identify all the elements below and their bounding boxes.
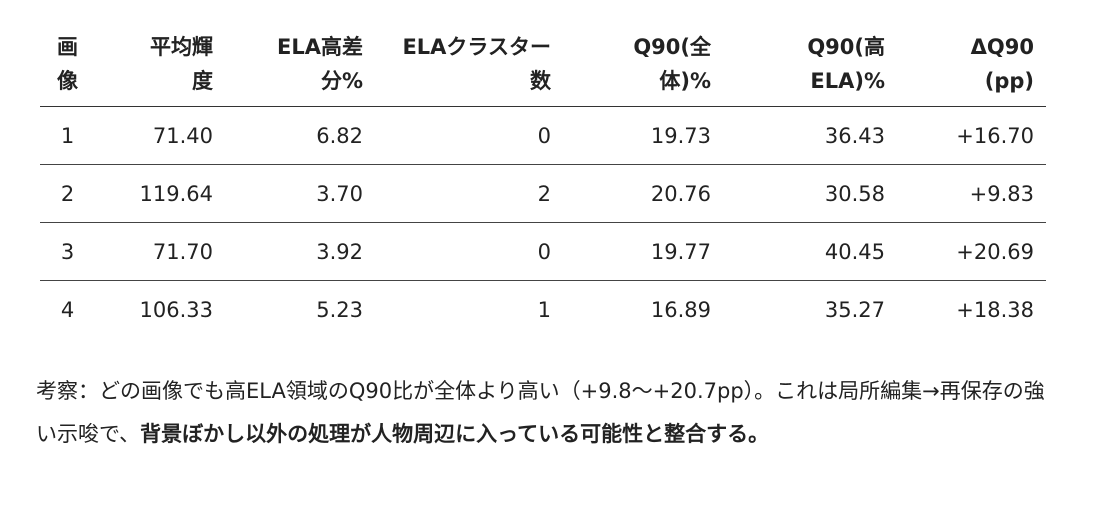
table-cell: 30.58 xyxy=(723,164,897,223)
header-cell: 画像 xyxy=(57,35,78,93)
table-cell: 1 xyxy=(40,106,95,165)
note-text: 考察：どの画像でも高ELA領域のQ90比が全体より高い（+9.8〜+20.7pp… xyxy=(36,379,1045,446)
header-cell: 平均輝度 xyxy=(150,35,213,93)
header-cell: Q90(高ELA)% xyxy=(807,35,885,93)
table-cell: 19.73 xyxy=(563,106,723,165)
table-cell: 5.23 xyxy=(316,297,363,322)
table-cell: 2 xyxy=(40,164,95,223)
table-row: 1 71.40 6.82 0 19.73 36.43 +16.70 xyxy=(40,106,1046,165)
header-cell: ELAクラスター数 xyxy=(402,35,551,93)
table-cell: 40.45 xyxy=(723,222,897,281)
table-cell: 3.70 xyxy=(225,164,375,223)
table-cell: 0 xyxy=(375,106,563,165)
note-bold-text: 背景ぼかし以外の処理が人物周辺に入っている可能性と整合する。 xyxy=(140,422,770,446)
table-cell: +9.83 xyxy=(897,164,1046,223)
note-paragraph: 考察：どの画像でも高ELA領域のQ90比が全体より高い（+9.8〜+20.7pp… xyxy=(36,370,1046,456)
table-cell: 20.76 xyxy=(563,164,723,223)
table-row: 3 71.70 3.92 0 19.77 40.45 +20.69 xyxy=(40,222,1046,281)
header-cell: Q90(全体)% xyxy=(633,35,711,93)
data-table: 画像 平均輝度 ELA高差分% ELAクラスター数 Q90(全体)% Q90(高… xyxy=(40,26,1046,338)
table-cell: 3 xyxy=(40,222,95,281)
table-cell: 0 xyxy=(375,222,563,281)
table-cell: 71.70 xyxy=(95,222,225,281)
table-cell: 6.82 xyxy=(225,106,375,165)
table-cell: 119.64 xyxy=(95,164,225,223)
table-cell: 16.89 xyxy=(650,297,711,322)
table-cell: +20.69 xyxy=(897,222,1046,281)
table-cell: 3.92 xyxy=(225,222,375,281)
table-body: 1 71.40 6.82 0 19.73 36.43 +16.70 2 119.64 3.70 2 2… xyxy=(40,106,1046,339)
header-cell: ΔQ90(pp) xyxy=(970,35,1034,93)
table-cell: 35.27 xyxy=(824,297,885,322)
table-cell: 1 xyxy=(537,297,551,322)
table-row: 4 106.33 5.23 1 16.89 35.27 +18.38 xyxy=(40,281,1046,339)
table-cell: 36.43 xyxy=(723,106,897,165)
table-row: 2 119.64 3.70 2 20.76 30.58 +9.83 xyxy=(40,164,1046,223)
table-cell: 19.77 xyxy=(563,222,723,281)
table-cell: 71.40 xyxy=(95,106,225,165)
table-cell: 4 xyxy=(60,297,75,322)
table-cell: +16.70 xyxy=(897,106,1046,165)
header-cell: ELA高差分% xyxy=(277,35,363,93)
table-cell: 106.33 xyxy=(139,297,213,322)
header-row: 画像 平均輝度 ELA高差分% ELAクラスター数 Q90(全体)% Q90(高… xyxy=(40,26,1046,107)
table-cell: 2 xyxy=(375,164,563,223)
table-cell: +18.38 xyxy=(956,297,1034,322)
